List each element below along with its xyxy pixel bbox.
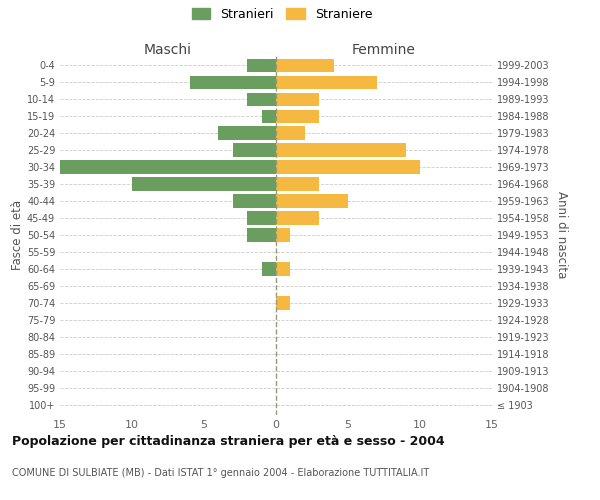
Y-axis label: Anni di nascita: Anni di nascita [555, 192, 568, 278]
Text: COMUNE DI SULBIATE (MB) - Dati ISTAT 1° gennaio 2004 - Elaborazione TUTTITALIA.I: COMUNE DI SULBIATE (MB) - Dati ISTAT 1° … [12, 468, 429, 477]
Bar [276, 194, 348, 207]
Y-axis label: Fasce di età: Fasce di età [11, 200, 24, 270]
Bar [233, 194, 276, 207]
Bar [233, 144, 276, 156]
Bar [218, 126, 276, 140]
Bar [262, 110, 276, 123]
Bar [276, 262, 290, 276]
Bar [276, 178, 319, 190]
Bar [276, 110, 319, 123]
Bar [247, 212, 276, 224]
Bar [247, 228, 276, 241]
Text: Femmine: Femmine [352, 42, 416, 56]
Bar [276, 126, 305, 140]
Bar [276, 212, 319, 224]
Bar [262, 262, 276, 276]
Bar [276, 144, 406, 156]
Bar [60, 160, 276, 173]
Bar [276, 58, 334, 72]
Bar [276, 76, 377, 89]
Bar [132, 178, 276, 190]
Bar [247, 58, 276, 72]
Text: Popolazione per cittadinanza straniera per età e sesso - 2004: Popolazione per cittadinanza straniera p… [12, 435, 445, 448]
Bar [247, 92, 276, 106]
Bar [276, 160, 420, 173]
Text: Maschi: Maschi [144, 42, 192, 56]
Legend: Stranieri, Straniere: Stranieri, Straniere [187, 2, 377, 26]
Bar [276, 92, 319, 106]
Bar [190, 76, 276, 89]
Bar [276, 228, 290, 241]
Bar [276, 296, 290, 310]
